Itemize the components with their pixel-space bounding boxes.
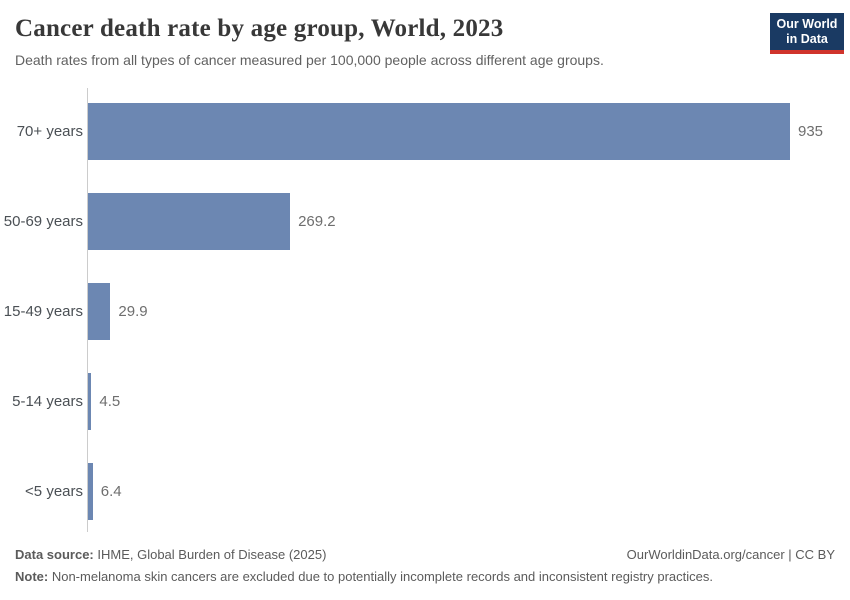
category-label: 50-69 years xyxy=(3,212,83,230)
data-source-value: IHME, Global Burden of Disease (2025) xyxy=(93,547,327,562)
value-label: 4.5 xyxy=(99,392,121,410)
chart-footer: Data source: IHME, Global Burden of Dise… xyxy=(0,544,850,588)
y-axis-line xyxy=(87,88,88,532)
owid-logo-text-line2: in Data xyxy=(786,32,828,46)
bar-wrap: 269.2 xyxy=(88,192,336,250)
footer-source-row: Data source: IHME, Global Burden of Dise… xyxy=(15,544,835,566)
category-label: 15-49 years xyxy=(3,302,83,320)
owid-license-link[interactable]: OurWorldinData.org/cancer | CC BY xyxy=(626,547,835,562)
bar-wrap: 4.5 xyxy=(88,372,121,430)
category-label: <5 years xyxy=(25,482,83,500)
value-label: 269.2 xyxy=(298,212,336,230)
value-label: 6.4 xyxy=(100,482,122,500)
bar[interactable] xyxy=(88,462,93,520)
chart-header: Cancer death rate by age group, World, 2… xyxy=(0,0,850,69)
category-label: 5-14 years xyxy=(12,392,83,410)
data-source-label: Data source: xyxy=(15,547,94,562)
bar-row: 5-14 years 4.5 xyxy=(0,356,850,446)
bar-wrap: 6.4 xyxy=(88,462,122,520)
page-title: Cancer death rate by age group, World, 2… xyxy=(15,15,504,42)
bar-row: 15-49 years 29.9 xyxy=(0,266,850,356)
bar-wrap: 29.9 xyxy=(88,282,148,340)
bar-row: 70+ years 935 xyxy=(0,86,850,176)
bar[interactable] xyxy=(88,192,291,250)
category-label: 70+ years xyxy=(16,122,83,140)
footer-note-row: Note: Non-melanoma skin cancers are excl… xyxy=(15,566,835,588)
bar-chart: 70+ years 935 50-69 years 269.2 15-49 years 2… xyxy=(0,86,850,536)
bar[interactable] xyxy=(88,102,790,160)
note-label: Note: xyxy=(15,569,49,584)
owid-logo[interactable]: Our World in Data xyxy=(770,13,844,54)
bar[interactable] xyxy=(88,372,92,430)
data-source-text: Data source: IHME, Global Burden of Dise… xyxy=(15,544,326,566)
owid-logo-text-line1: Our World xyxy=(776,17,838,31)
value-label: 29.9 xyxy=(118,302,148,320)
value-label: 935 xyxy=(798,122,824,140)
bar-row: 50-69 years 269.2 xyxy=(0,176,850,266)
bar-wrap: 935 xyxy=(88,102,824,160)
note-value: Non-melanoma skin cancers are excluded d… xyxy=(48,569,713,584)
bar-row: <5 years 6.4 xyxy=(0,446,850,536)
chart-subtitle: Death rates from all types of cancer mea… xyxy=(15,52,604,68)
bar[interactable] xyxy=(88,282,111,340)
